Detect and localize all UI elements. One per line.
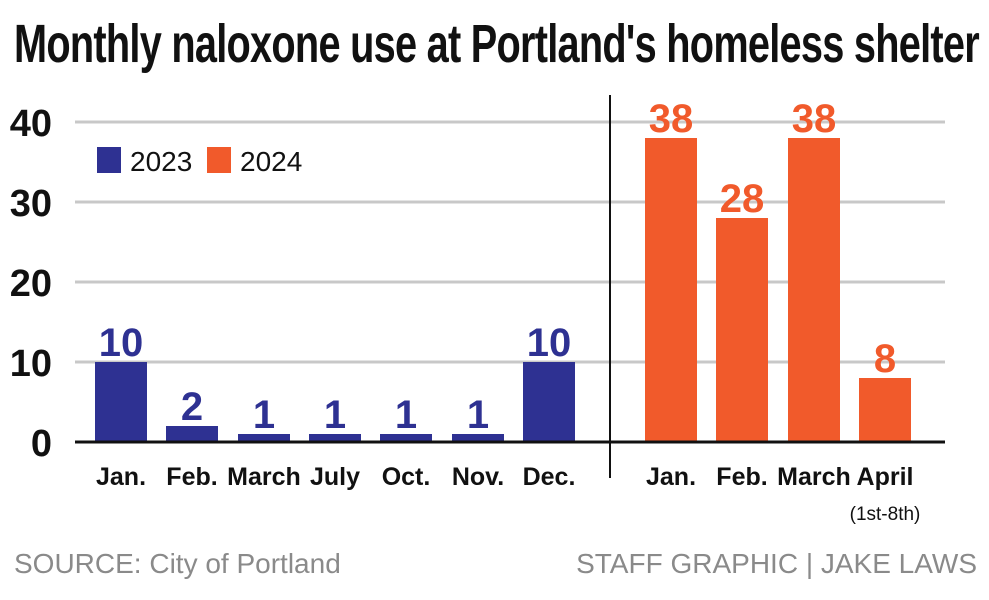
data-label: 2 (181, 385, 203, 429)
legend-label: 2024 (240, 146, 302, 177)
x-tick-label: Feb. (166, 463, 217, 491)
data-label: 1 (253, 393, 275, 437)
legend: 2023 2024 (97, 146, 302, 177)
x-tick-label: Feb. (716, 463, 767, 491)
y-tick-label: 10 (10, 343, 52, 385)
x-tick-label: March (227, 463, 301, 491)
x-tick-note: (1st-8th) (850, 504, 921, 525)
legend-swatch (97, 147, 121, 173)
bar (716, 218, 768, 442)
bar (166, 426, 218, 442)
data-label: 10 (99, 321, 144, 365)
bar (645, 138, 697, 442)
data-label: 28 (720, 177, 765, 221)
bar (788, 138, 840, 442)
data-label: 1 (395, 393, 417, 437)
bar (309, 434, 361, 442)
legend-label: 2023 (130, 146, 192, 177)
bar (380, 434, 432, 442)
bar (238, 434, 290, 442)
bars (95, 138, 911, 442)
data-label: 8 (874, 337, 896, 381)
staff-credit: STAFF GRAPHIC | JAKE LAWS (576, 548, 977, 579)
data-labels: 10 2 1 1 1 1 10 38 28 38 8 (99, 97, 896, 437)
x-tick-label: Jan. (646, 463, 696, 491)
x-tick-label: March (777, 463, 851, 491)
x-tick-label: April (857, 463, 914, 491)
source-note: SOURCE: City of Portland (14, 548, 341, 579)
bar (452, 434, 504, 442)
data-label: 38 (792, 97, 837, 141)
data-label: 38 (649, 97, 694, 141)
bar (523, 362, 575, 442)
bar-chart: 10 2 1 1 1 1 10 38 28 38 8 0 10 20 30 40 Jan. Feb. March J… (10, 95, 945, 525)
x-tick-label: July (310, 463, 360, 491)
x-tick-label: Oct. (382, 463, 431, 491)
data-label: 1 (467, 393, 489, 437)
y-tick-label: 20 (10, 263, 52, 305)
x-tick-label: Nov. (452, 463, 504, 491)
y-tick-label: 30 (10, 183, 52, 225)
legend-swatch (207, 147, 231, 173)
y-tick-label: 0 (31, 423, 52, 465)
x-tick-label: Dec. (523, 463, 576, 491)
x-tick-label: Jan. (96, 463, 146, 491)
axes: 0 10 20 30 40 Jan. Feb. March July Oct. Nov. Dec. Ja… (10, 95, 945, 525)
bar (859, 378, 911, 442)
data-label: 1 (324, 393, 346, 437)
bar (95, 362, 147, 442)
y-tick-label: 40 (10, 103, 52, 145)
data-label: 10 (527, 321, 572, 365)
